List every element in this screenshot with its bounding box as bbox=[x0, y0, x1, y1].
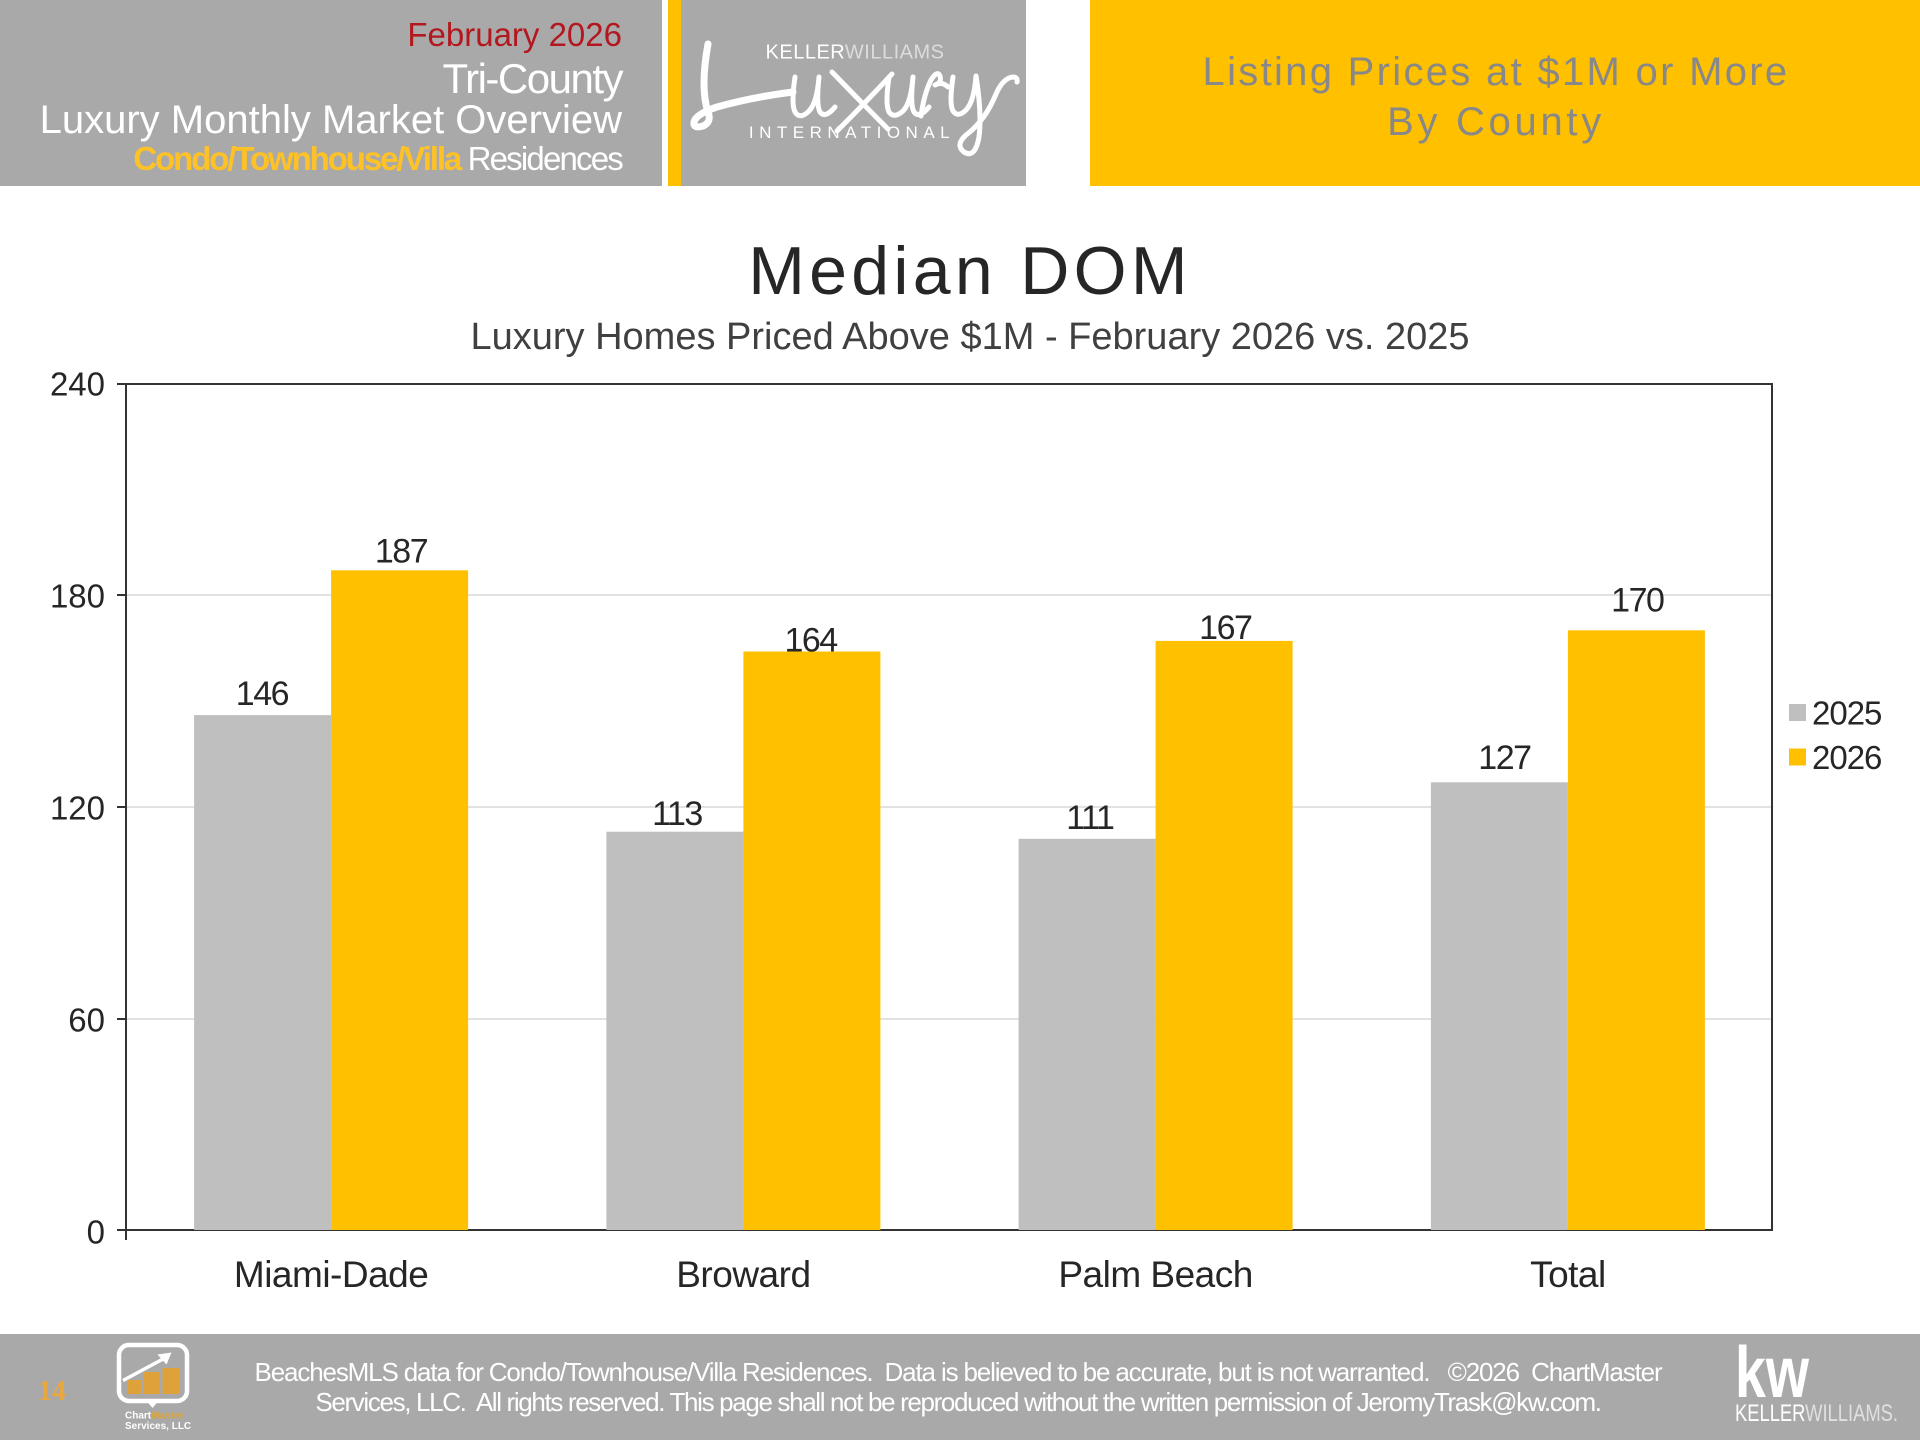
svg-text:113: 113 bbox=[652, 795, 702, 833]
svg-text:170: 170 bbox=[1611, 581, 1664, 619]
svg-text:240: 240 bbox=[50, 366, 105, 403]
svg-text:111: 111 bbox=[1066, 799, 1114, 837]
svg-text:Palm Beach: Palm Beach bbox=[1058, 1254, 1253, 1295]
svg-text:146: 146 bbox=[236, 675, 289, 713]
svg-text:187: 187 bbox=[375, 533, 428, 571]
svg-text:167: 167 bbox=[1199, 609, 1252, 647]
svg-text:Total: Total bbox=[1530, 1254, 1606, 1295]
svg-text:Broward: Broward bbox=[676, 1254, 810, 1295]
svg-text:60: 60 bbox=[68, 1002, 105, 1039]
svg-text:164: 164 bbox=[784, 622, 837, 660]
svg-text:180: 180 bbox=[50, 578, 105, 615]
svg-text:2026: 2026 bbox=[1812, 739, 1881, 776]
svg-text:Miami-Dade: Miami-Dade bbox=[234, 1254, 428, 1295]
svg-text:0: 0 bbox=[87, 1214, 105, 1251]
svg-text:KELLERWILLIAMS.: KELLERWILLIAMS. bbox=[1735, 1400, 1898, 1427]
svg-text:127: 127 bbox=[1478, 739, 1531, 777]
svg-text:INTERNATIONAL: INTERNATIONAL bbox=[749, 123, 955, 142]
svg-text:2025: 2025 bbox=[1812, 695, 1881, 732]
svg-text:ChartMaster: ChartMaster bbox=[125, 1411, 183, 1422]
svg-text:120: 120 bbox=[50, 790, 105, 827]
svg-text:kw: kw bbox=[1735, 1334, 1810, 1413]
svg-text:KELLERWILLIAMS: KELLERWILLIAMS bbox=[766, 41, 945, 63]
svg-text:Services, LLC: Services, LLC bbox=[125, 1421, 191, 1432]
